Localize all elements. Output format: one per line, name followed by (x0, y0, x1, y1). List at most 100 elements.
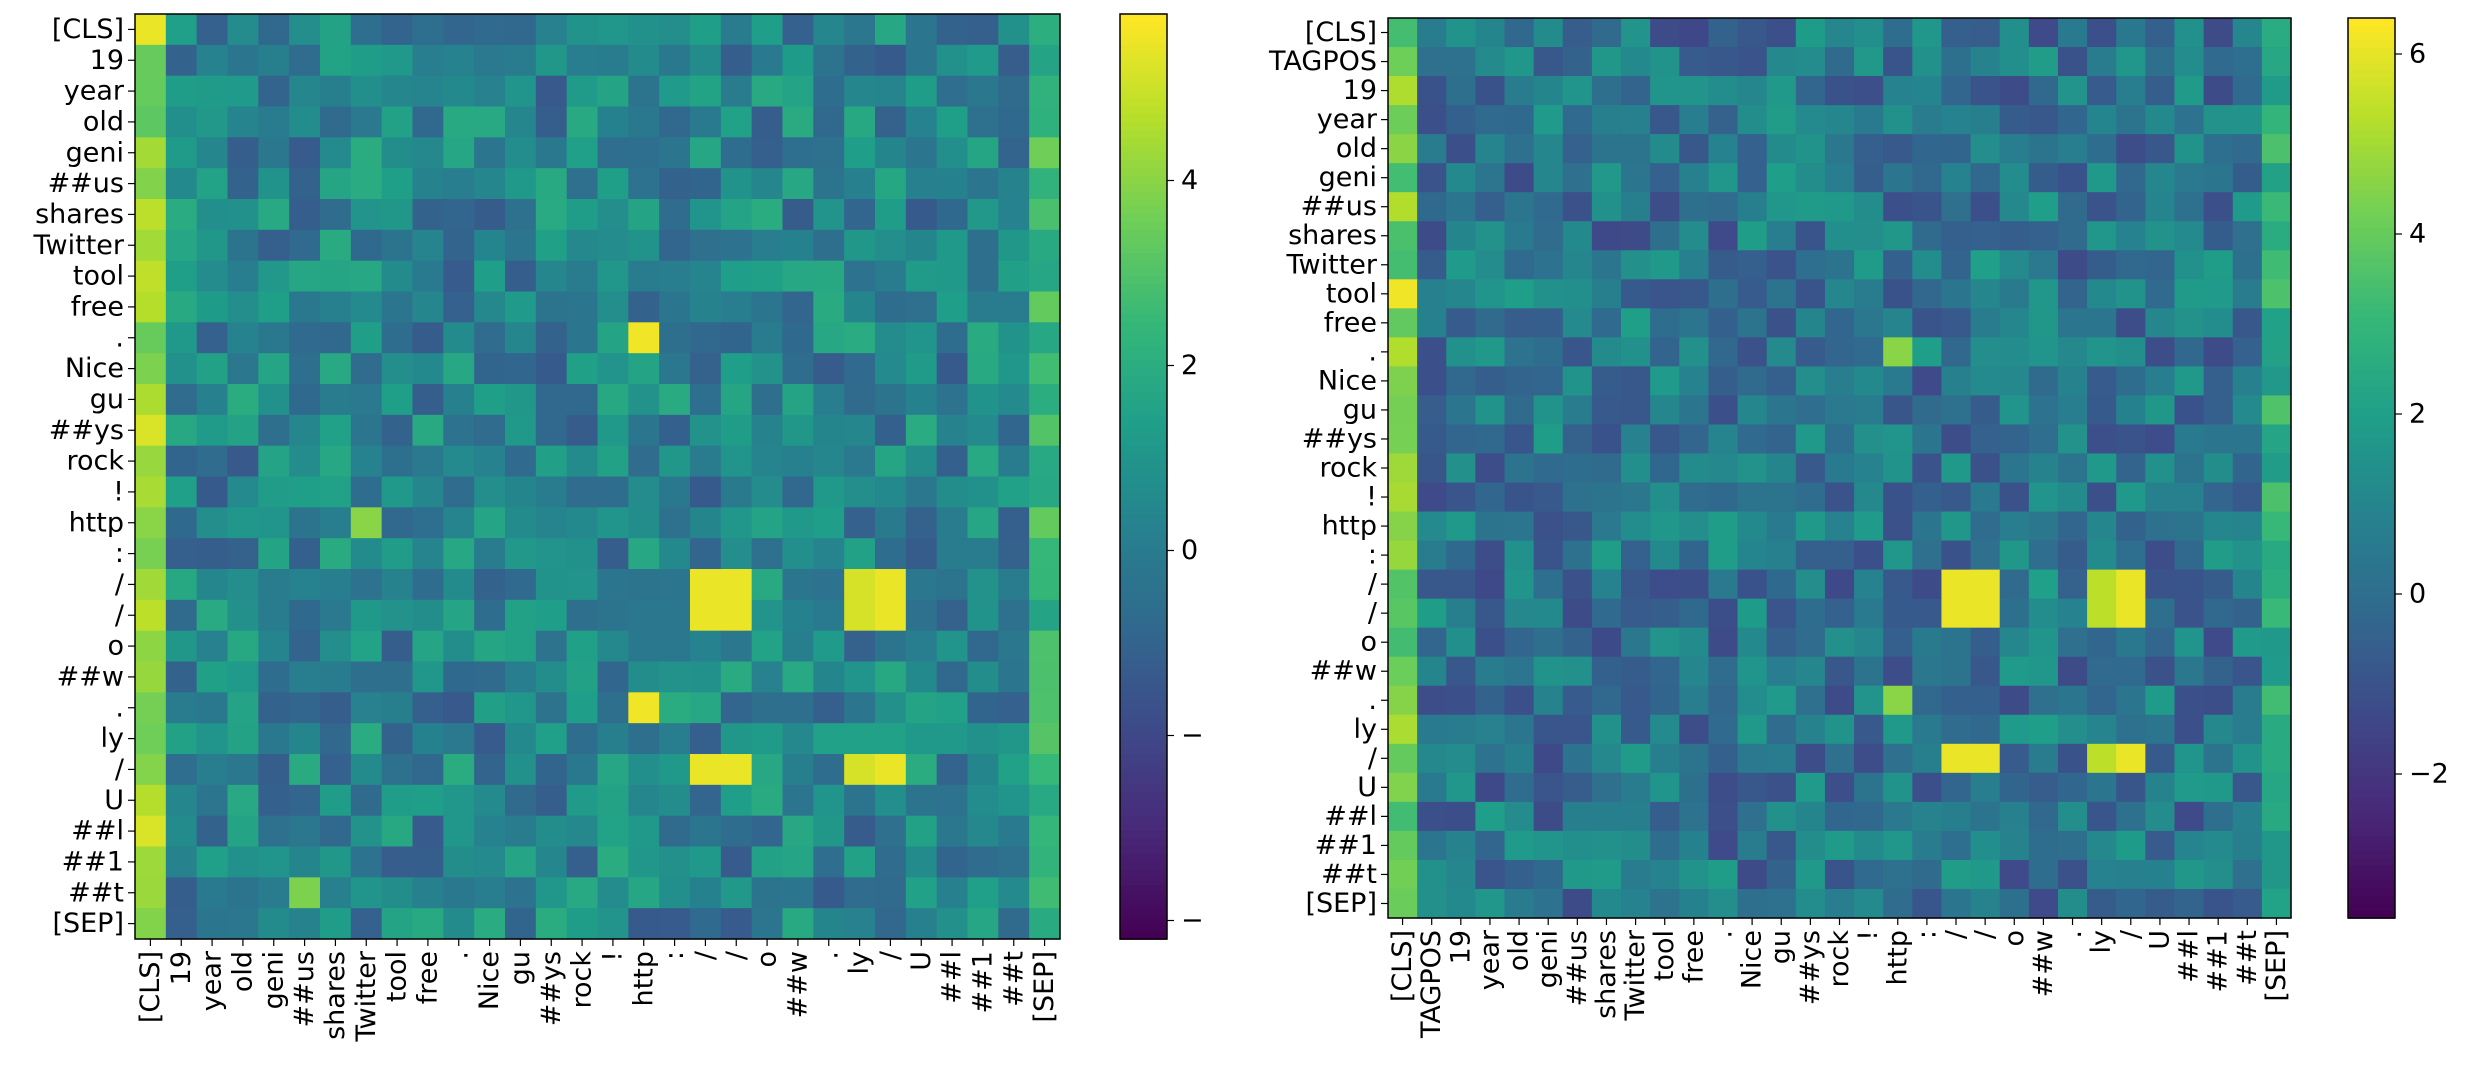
heatmap-cell (1417, 511, 1447, 542)
row-tick-label: tool (73, 261, 124, 292)
heatmap-cell (165, 754, 198, 786)
heatmap-cell (659, 199, 691, 231)
heatmap-cell (1970, 627, 2001, 658)
heatmap-cell (998, 75, 1030, 108)
heatmap-cell (165, 569, 198, 601)
heatmap-cell (1999, 366, 2030, 397)
heatmap-cell (1621, 598, 1651, 629)
heatmap-cell (1679, 192, 1710, 222)
heatmap-cell (628, 877, 660, 909)
heatmap-cell (597, 229, 629, 262)
heatmap-cell (1970, 192, 2001, 222)
heatmap-cell (535, 507, 568, 539)
heatmap-cell (875, 476, 907, 508)
heatmap-cell (2232, 192, 2263, 222)
heatmap-cell (2203, 221, 2234, 251)
heatmap-cell (320, 815, 352, 848)
heatmap-cell (412, 908, 444, 940)
heatmap-cell (1912, 453, 1943, 484)
heatmap-cell (2028, 888, 2059, 919)
colorbar-segment (2348, 700, 2395, 709)
heatmap-cell (505, 507, 537, 539)
heatmap-cell (1446, 453, 1476, 484)
heatmap-cell (2116, 395, 2146, 426)
heatmap-cell (1854, 801, 1884, 832)
heatmap-cell (1562, 424, 1593, 455)
heatmap-cell (566, 908, 599, 940)
heatmap-cell (813, 723, 845, 755)
heatmap-cell (628, 846, 660, 878)
heatmap-cell (2087, 801, 2117, 832)
heatmap-cell (289, 106, 321, 138)
heatmap-cell (2261, 366, 2292, 397)
colorbar-segment (2348, 273, 2395, 282)
heatmap-cell (2145, 453, 2176, 484)
heatmap-cell (782, 754, 814, 786)
heatmap-cell (967, 14, 999, 46)
heatmap-cell (135, 723, 167, 755)
colorbar-segment (2348, 768, 2395, 777)
colorbar-segment (1120, 175, 1167, 185)
heatmap-cell (813, 445, 845, 478)
heatmap-cell (659, 908, 691, 940)
colorbar-segment (1120, 106, 1167, 116)
heatmap-cell (2028, 482, 2059, 513)
heatmap-cell (782, 908, 814, 940)
heatmap-cell (1737, 627, 1768, 658)
heatmap-cell (566, 846, 599, 878)
heatmap-cell (289, 384, 321, 416)
row-tick-label: ##w (57, 661, 124, 692)
heatmap-cell (659, 291, 691, 323)
heatmap-cell (1533, 656, 1564, 687)
colorbar-segment (1120, 437, 1167, 447)
heatmap-cell (258, 353, 290, 385)
heatmap-cell (1679, 540, 1710, 571)
heatmap-cell (196, 723, 229, 755)
col-tick-label: TAGPOS (1416, 930, 1447, 1039)
heatmap-cell (2087, 830, 2117, 861)
heatmap-cell (782, 815, 814, 848)
heatmap-cell (844, 692, 876, 724)
colorbar-segment (1120, 592, 1167, 601)
heatmap-cell (1883, 163, 1913, 193)
heatmap-cell (844, 815, 876, 848)
heatmap-cell (1883, 569, 1913, 600)
row-tick-label: / (1368, 598, 1378, 629)
heatmap-cell (1854, 627, 1884, 658)
heatmap-cell (289, 353, 321, 385)
heatmap-cell (1766, 163, 1797, 193)
colorbar-segment (2348, 25, 2395, 34)
colorbar-segment (2348, 723, 2395, 732)
heatmap-cell (1029, 353, 1061, 385)
heatmap-cell (1941, 801, 1972, 832)
heatmap-cell (289, 322, 321, 354)
heatmap-cell (196, 846, 229, 878)
heatmap-cell (1417, 888, 1447, 919)
heatmap-cell (1999, 772, 2030, 803)
heatmap-cell (1679, 627, 1710, 658)
row-tick-label: year (64, 76, 125, 107)
heatmap-cell (2057, 888, 2088, 919)
heatmap-cell (875, 599, 907, 632)
heatmap-cell (1824, 134, 1855, 164)
heatmap-cell (350, 815, 383, 848)
heatmap-cell (905, 507, 938, 539)
heatmap-cell (196, 168, 229, 200)
heatmap-cell (1708, 366, 1739, 397)
colorbar-segment (1120, 52, 1167, 62)
heatmap-cell (535, 846, 568, 878)
heatmap-cell (597, 414, 629, 447)
heatmap-cell (258, 137, 290, 169)
heatmap-cell (690, 599, 722, 632)
heatmap-cell (720, 754, 753, 786)
col-tick-label: ##us (1562, 930, 1593, 1006)
heatmap-cell (165, 44, 198, 77)
heatmap-cell (535, 908, 568, 940)
heatmap-cell (967, 229, 999, 262)
heatmap-cell (2232, 511, 2263, 542)
heatmap-cell (381, 168, 414, 200)
heatmap-cell (2087, 714, 2117, 745)
heatmap-cell (258, 692, 290, 724)
heatmap-cell (1388, 598, 1418, 629)
heatmap-cell (1591, 888, 1622, 919)
